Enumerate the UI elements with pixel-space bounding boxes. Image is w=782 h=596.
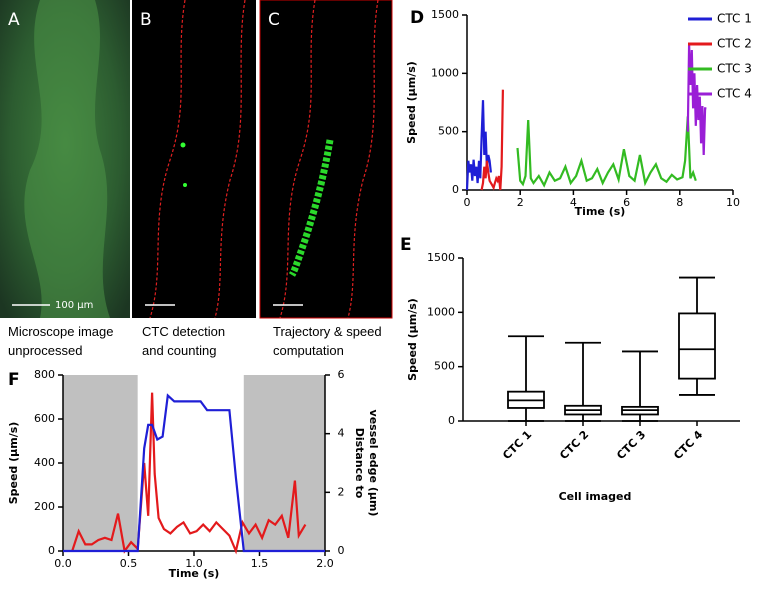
series-line	[71, 392, 307, 555]
y-tick-label: 200	[34, 500, 55, 513]
x-tick-label: 1.0	[185, 557, 203, 570]
x-axis-label: Time (s)	[169, 567, 220, 580]
panel-letter: C	[268, 10, 280, 30]
x-tick-label: CTC 1	[500, 428, 534, 462]
y-axis-label: Speed (μm/s)	[7, 422, 20, 505]
x-tick-label: 2.0	[316, 557, 334, 570]
series-line	[686, 44, 707, 156]
y2-tick-label: 2	[338, 485, 345, 498]
x-tick-label: 2	[517, 196, 524, 209]
caption: unprocessed	[8, 343, 82, 358]
scale-label: 100 μm	[55, 300, 93, 311]
x-tick-label: 10	[726, 196, 740, 209]
panel-letter: A	[8, 10, 20, 30]
legend-label: CTC 3	[717, 62, 752, 76]
x-axis-label: Cell imaged	[559, 490, 632, 503]
series-line	[63, 393, 325, 553]
x-tick-label: CTC 2	[557, 428, 591, 462]
x-tick-label: 1.5	[251, 557, 269, 570]
y-tick-label: 0	[452, 183, 459, 196]
vessel-edge	[214, 0, 246, 319]
x-tick-label: 8	[676, 196, 683, 209]
caption: and counting	[142, 343, 216, 358]
y2-tick-label: 4	[338, 427, 345, 440]
detection-image	[132, 0, 256, 318]
cell	[183, 183, 187, 187]
y2-axis-label: vessel edge (μm)	[367, 410, 380, 517]
y2-tick-label: 0	[338, 544, 345, 557]
y-tick-label: 400	[34, 456, 55, 469]
caption: computation	[273, 343, 344, 358]
vessel	[24, 0, 110, 318]
caption: Trajectory & speed	[273, 324, 382, 339]
y-tick-label: 1000	[427, 305, 455, 318]
x-tick-label: 0	[464, 196, 471, 209]
x-tick-label: 4	[570, 196, 577, 209]
y-tick-label: 1500	[431, 8, 459, 21]
series-line	[465, 100, 492, 191]
caption: Microscope image	[8, 324, 114, 339]
series-line	[480, 89, 504, 191]
y-tick-label: 500	[438, 125, 459, 138]
x-tick-label: 0.0	[54, 557, 72, 570]
y-tick-label: 0	[48, 544, 55, 557]
legend-label: CTC 1	[717, 12, 752, 26]
x-tick-label: 0.5	[120, 557, 138, 570]
series-line	[516, 116, 697, 188]
trajectory	[288, 139, 334, 277]
cell	[180, 142, 186, 148]
panel-letter: D	[410, 8, 424, 28]
y-axis-label: Speed (μm/s)	[405, 61, 418, 144]
x-tick-label: CTC 4	[671, 428, 705, 462]
legend-label: CTC 4	[717, 87, 752, 101]
y-tick-label: 800	[34, 368, 55, 381]
x-tick-label: 6	[623, 196, 630, 209]
y-tick-label: 1500	[427, 251, 455, 264]
box	[678, 312, 716, 380]
caption: CTC detection	[142, 324, 225, 339]
shaded-region	[63, 375, 138, 551]
y2-tick-label: 6	[338, 368, 345, 381]
vessel-edge	[347, 0, 379, 319]
panel-letter: F	[8, 370, 20, 390]
x-tick-label: CTC 3	[614, 428, 648, 462]
legend-label: CTC 2	[717, 37, 752, 51]
y-tick-label: 1000	[431, 66, 459, 79]
y-tick-label: 500	[434, 360, 455, 373]
y-tick-label: 600	[34, 412, 55, 425]
y-axis-label: Speed (μm/s)	[406, 298, 419, 381]
panel-letter: E	[400, 235, 412, 255]
y2-axis-label: Distance to	[353, 428, 366, 499]
x-axis-label: Time (s)	[575, 205, 626, 218]
y-tick-label: 0	[448, 414, 455, 427]
panel-letter: B	[140, 10, 152, 30]
vessel-edge	[279, 0, 316, 319]
vessel-edge	[149, 0, 186, 319]
